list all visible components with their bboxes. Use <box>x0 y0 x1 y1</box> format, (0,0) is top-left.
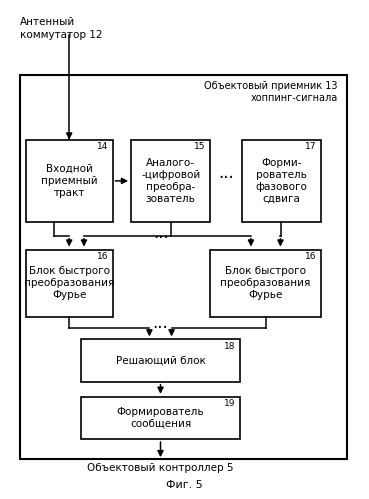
Bar <box>81 397 240 439</box>
Text: 19: 19 <box>224 399 235 408</box>
Text: Входной
приемный
тракт: Входной приемный тракт <box>41 164 97 198</box>
Text: Аналого-
-цифровой
преобра-
зователь: Аналого- -цифровой преобра- зователь <box>141 158 200 204</box>
Text: 18: 18 <box>224 342 235 351</box>
Text: Блок быстрого
преобразования
Фурье: Блок быстрого преобразования Фурье <box>221 266 311 300</box>
Bar <box>20 75 347 459</box>
Text: 17: 17 <box>305 142 317 151</box>
Text: Объектовый контроллер 5: Объектовый контроллер 5 <box>87 463 234 473</box>
Text: ...: ... <box>153 314 168 332</box>
Text: Формирователь
сообщения: Формирователь сообщения <box>117 407 204 429</box>
Bar <box>81 339 240 382</box>
Text: Форми-
рователь
фазового
сдвига: Форми- рователь фазового сдвига <box>255 158 307 204</box>
Bar <box>26 250 113 317</box>
Text: 16: 16 <box>97 252 108 261</box>
Text: Антенный
коммутатор 12: Антенный коммутатор 12 <box>20 17 103 40</box>
Text: 15: 15 <box>194 142 206 151</box>
Text: Блок быстрого
преобразования
Фурье: Блок быстрого преобразования Фурье <box>24 266 114 300</box>
Text: Решающий блок: Решающий блок <box>115 355 206 366</box>
Text: ...: ... <box>154 224 169 243</box>
Text: ...: ... <box>218 164 234 183</box>
Text: Фиг. 5: Фиг. 5 <box>166 480 203 490</box>
Bar <box>242 140 321 222</box>
Text: Объектовый приемник 13
хоппинг-сигнала: Объектовый приемник 13 хоппинг-сигнала <box>204 81 338 103</box>
Bar <box>131 140 210 222</box>
Text: 14: 14 <box>97 142 108 151</box>
Text: 16: 16 <box>305 252 317 261</box>
Bar <box>26 140 113 222</box>
Bar <box>210 250 321 317</box>
